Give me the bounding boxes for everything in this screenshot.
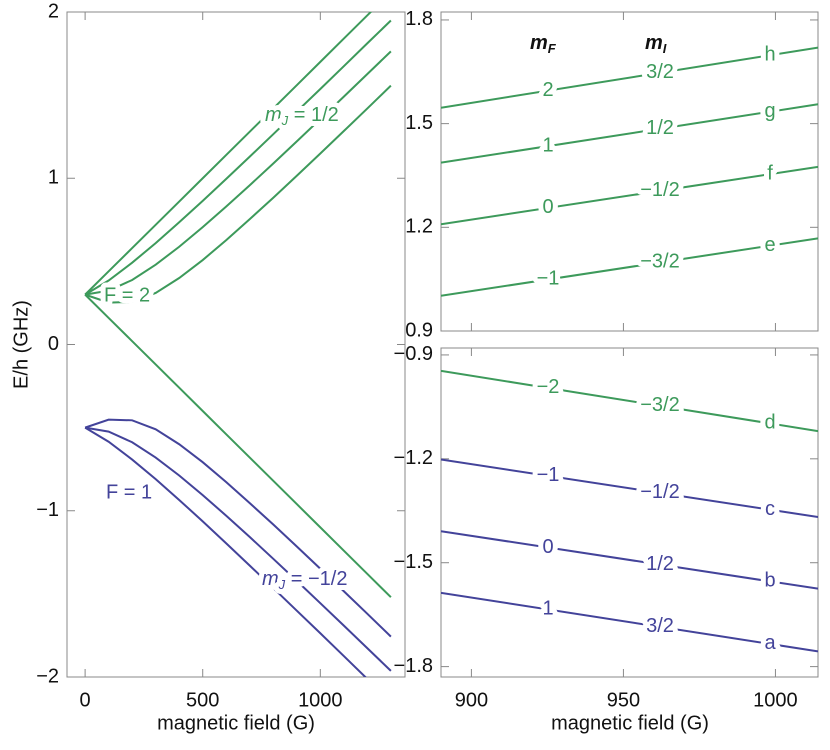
x-tick-label: 500 <box>186 689 219 711</box>
frame <box>440 11 819 332</box>
line-label: c <box>765 498 775 520</box>
annotation-sub: I <box>663 41 667 56</box>
x-axis-label: magnetic field (G) <box>551 712 709 734</box>
y-tick-label: −1 <box>36 499 59 521</box>
curve <box>84 418 392 638</box>
line-label: −2 <box>537 376 560 398</box>
line-label: 0 <box>542 196 553 218</box>
x-tick-label: 1000 <box>753 689 798 711</box>
y-axis-label: E/h (GHz) <box>10 300 32 389</box>
y-tick-label: −0.9 <box>394 343 433 365</box>
curve <box>84 50 392 296</box>
frame <box>440 347 819 678</box>
y-tick-label: 0.9 <box>405 319 433 341</box>
y-tick-label: −1.2 <box>394 447 433 469</box>
y-tick-label: 0 <box>48 333 59 355</box>
annotation-base: m <box>262 568 279 590</box>
annotation-text: = −1/2 <box>285 568 347 590</box>
y-tick-label: −2 <box>36 665 59 687</box>
curve <box>441 103 818 164</box>
line-label: d <box>764 412 775 434</box>
line-label: g <box>764 100 775 122</box>
x-tick-label: 1000 <box>298 689 343 711</box>
x-tick-label: 950 <box>607 689 640 711</box>
plot-area <box>84 12 392 677</box>
line-label: −1 <box>537 268 560 290</box>
curve <box>84 426 367 677</box>
x-axis-label: magnetic field (G) <box>157 712 315 734</box>
line-label: 3/2 <box>646 61 674 83</box>
curve <box>441 46 818 109</box>
line-label: 1 <box>542 598 553 620</box>
line-label: −1/2 <box>640 179 679 201</box>
curve <box>84 293 392 598</box>
annotation: mJ = −1/2 <box>262 568 347 592</box>
y-tick-label: 1 <box>48 167 59 189</box>
curve <box>84 84 392 304</box>
annotation-sub: F <box>548 41 557 56</box>
line-label: h <box>764 44 775 66</box>
annotation-text: = 1/2 <box>288 104 339 126</box>
annotation-base: m <box>645 32 663 54</box>
line-label: −3/2 <box>640 251 679 273</box>
line-label: 1/2 <box>646 117 674 139</box>
frame <box>66 11 406 678</box>
x-tick-label: 900 <box>455 689 488 711</box>
curve <box>441 458 818 518</box>
line-label: 0 <box>542 536 553 558</box>
annotation: F = 1 <box>106 481 152 503</box>
line-label: e <box>764 234 775 256</box>
y-tick-label: 1.8 <box>405 8 433 30</box>
line-label: 2 <box>542 79 553 101</box>
line-label: −1/2 <box>640 481 679 503</box>
line-label: f <box>767 162 773 184</box>
line-label: −1 <box>537 464 560 486</box>
line-label: b <box>764 570 775 592</box>
annotation: mI <box>645 32 667 56</box>
x-tick-label: 0 <box>80 689 91 711</box>
curve <box>441 530 818 590</box>
y-tick-label: −1.8 <box>394 655 433 677</box>
annotation: mF <box>530 32 557 56</box>
line-label: 3/2 <box>646 615 674 637</box>
curve <box>441 369 818 433</box>
plot-area <box>441 46 818 297</box>
plot-area <box>441 369 818 653</box>
curve <box>84 19 392 296</box>
curve <box>441 591 818 653</box>
curve <box>84 426 392 672</box>
curve <box>441 165 818 226</box>
y-tick-label: 1.5 <box>405 112 433 134</box>
annotation-base: m <box>265 104 282 126</box>
line-label: a <box>764 632 776 654</box>
line-label: 1/2 <box>646 553 674 575</box>
y-tick-label: 2 <box>48 0 59 22</box>
curve <box>84 12 373 296</box>
annotation-base: m <box>530 32 548 54</box>
line-label: −3/2 <box>640 394 679 416</box>
y-tick-label: −1.5 <box>394 551 433 573</box>
curve <box>441 237 818 297</box>
line-label: 1 <box>542 134 553 156</box>
annotation: F = 2 <box>104 284 150 306</box>
annotation: mJ = 1/2 <box>265 104 339 128</box>
y-tick-label: 1.2 <box>405 216 433 238</box>
